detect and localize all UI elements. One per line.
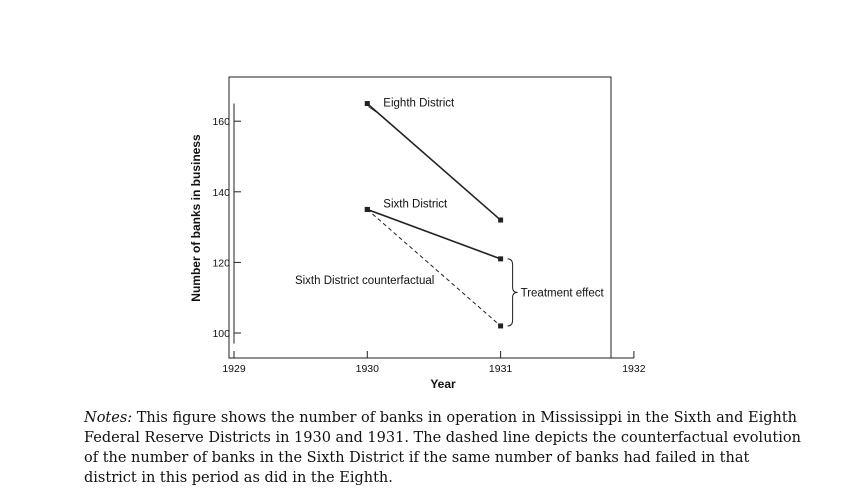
x-axis: 1929 1930 1931 1932 <box>222 351 646 375</box>
notes-text: This figure shows the number of banks in… <box>84 410 801 486</box>
plot-frame <box>228 76 612 359</box>
x-tick-label: 1930 <box>356 363 380 375</box>
y-axis-title: Number of banks in business <box>189 134 203 302</box>
annotations: Treatment effect <box>507 258 605 327</box>
y-tick-label: 140 <box>212 187 230 199</box>
x-tick-label: 1929 <box>222 363 246 375</box>
y-axis: 100 120 140 160 <box>212 103 241 344</box>
series-label: Sixth District counterfactual <box>295 275 434 287</box>
label-leader <box>368 106 382 116</box>
treatment-brace <box>507 258 518 327</box>
data-point <box>364 206 370 212</box>
series-group: Eighth District Sixth District Sixth Distr… <box>295 98 504 329</box>
y-tick-label: 160 <box>212 116 230 128</box>
notes-label: Notes: <box>84 410 133 426</box>
data-point <box>498 256 504 262</box>
figure-notes: Notes: This figure shows the number of b… <box>84 408 804 488</box>
series-line <box>366 102 502 221</box>
series-label: Sixth District <box>383 198 448 210</box>
data-point <box>364 101 370 107</box>
series-label: Eighth District <box>383 98 455 110</box>
line-chart: 100 120 140 160 1929 1930 1931 1932 Eighth Dis… <box>189 76 646 391</box>
series-line <box>366 209 501 327</box>
y-tick-label: 100 <box>212 328 230 340</box>
x-axis-title: Year <box>430 377 456 391</box>
data-point <box>498 323 504 329</box>
x-tick-label: 1931 <box>489 363 513 375</box>
y-tick-label: 120 <box>212 257 230 269</box>
data-point <box>498 217 504 223</box>
x-tick-label: 1932 <box>622 363 646 375</box>
treatment-effect-label: Treatment effect <box>521 287 605 299</box>
series-line <box>367 208 501 260</box>
